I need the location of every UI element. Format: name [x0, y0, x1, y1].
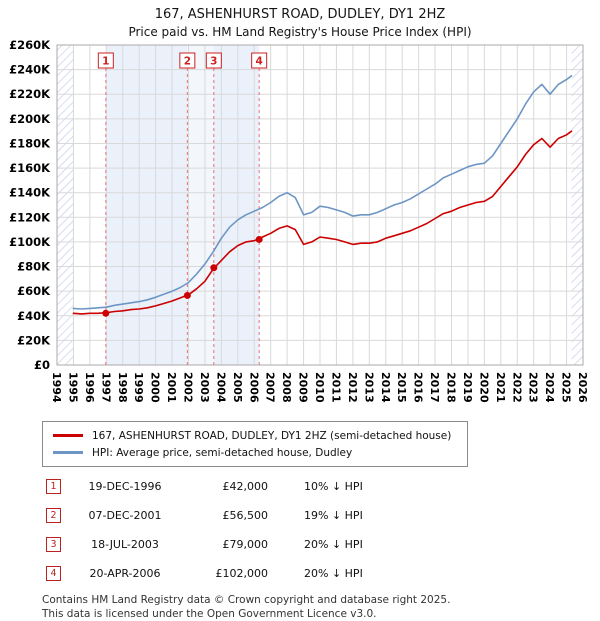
svg-text:2023: 2023	[527, 372, 540, 403]
svg-text:£0: £0	[34, 358, 50, 372]
svg-text:2007: 2007	[264, 372, 277, 403]
sale-hpi-delta: 10% ↓ HPI	[304, 480, 363, 493]
svg-text:1999: 1999	[132, 372, 145, 403]
svg-text:£160K: £160K	[9, 161, 51, 175]
svg-text:2010: 2010	[313, 372, 326, 403]
svg-text:£140K: £140K	[9, 186, 51, 200]
sale-number-badge: 3	[46, 537, 61, 552]
sale-price: £42,000	[222, 480, 269, 493]
svg-text:2002: 2002	[182, 372, 195, 403]
sale-number-badge: 4	[46, 566, 61, 581]
table-row: 2 07-DEC-2001 £56,500 19% ↓ HPI	[46, 506, 600, 525]
sale-date: 18-JUL-2003	[91, 538, 159, 551]
svg-text:1996: 1996	[83, 372, 96, 403]
sale-price: £102,000	[215, 567, 269, 580]
sale-price: £56,500	[222, 509, 269, 522]
page-subtitle: Price paid vs. HM Land Registry's House …	[128, 25, 472, 39]
page-title: 167, ASHENHURST ROAD, DUDLEY, DY1 2HZ	[154, 7, 446, 22]
svg-text:2000: 2000	[149, 372, 162, 403]
svg-text:£240K: £240K	[9, 63, 51, 77]
sale-date: 19-DEC-1996	[88, 480, 162, 493]
legend-label-property: 167, ASHENHURST ROAD, DUDLEY, DY1 2HZ (s…	[92, 429, 452, 442]
svg-text:2014: 2014	[379, 372, 392, 403]
transaction-table: 1 19-DEC-1996 £42,000 10% ↓ HPI 2 07-DEC…	[46, 477, 600, 583]
svg-text:2011: 2011	[329, 372, 342, 403]
svg-text:2005: 2005	[231, 372, 244, 403]
sale-number-badge: 1	[46, 479, 61, 494]
license-footer: Contains HM Land Registry data © Crown c…	[42, 593, 600, 621]
sale-hpi-delta: 19% ↓ HPI	[304, 509, 363, 522]
svg-text:2024: 2024	[543, 372, 556, 403]
svg-text:4: 4	[256, 56, 263, 68]
svg-text:2016: 2016	[412, 372, 425, 403]
svg-text:2021: 2021	[494, 372, 507, 403]
svg-text:1995: 1995	[66, 372, 79, 403]
svg-text:£20K: £20K	[17, 333, 51, 347]
svg-text:£220K: £220K	[9, 87, 51, 101]
price-chart: £0 £20K £40K £60K £80K £100K £120K £140K £160K £1…	[9, 39, 589, 403]
legend-row-property: 167, ASHENHURST ROAD, DUDLEY, DY1 2HZ (s…	[51, 427, 459, 444]
svg-text:£100K: £100K	[9, 235, 51, 249]
table-row: 4 20-APR-2006 £102,000 20% ↓ HPI	[46, 564, 600, 583]
table-row: 1 19-DEC-1996 £42,000 10% ↓ HPI	[46, 477, 600, 496]
property-line-swatch	[53, 434, 83, 437]
footer-line-1: Contains HM Land Registry data © Crown c…	[42, 594, 451, 606]
footer-line-2: This data is licensed under the Open Gov…	[42, 608, 377, 621]
svg-text:2013: 2013	[362, 372, 375, 403]
table-row: 3 18-JUL-2003 £79,000 20% ↓ HPI	[46, 535, 600, 554]
svg-text:2009: 2009	[297, 372, 310, 403]
sale-number-badge: 2	[46, 508, 61, 523]
svg-text:2019: 2019	[461, 372, 474, 403]
legend-label-hpi: HPI: Average price, semi-detached house,…	[92, 446, 353, 459]
sale-hpi-delta: 20% ↓ HPI	[304, 538, 363, 551]
svg-text:1998: 1998	[116, 372, 129, 403]
svg-text:£40K: £40K	[17, 309, 51, 323]
sale-date: 20-APR-2006	[89, 567, 161, 580]
svg-text:2025: 2025	[560, 372, 573, 403]
svg-text:2001: 2001	[165, 372, 178, 403]
svg-text:2006: 2006	[247, 372, 260, 403]
svg-text:3: 3	[210, 56, 217, 68]
svg-text:2: 2	[184, 56, 191, 68]
svg-text:2017: 2017	[428, 372, 441, 403]
svg-text:£120K: £120K	[9, 210, 51, 224]
chart-legend: 167, ASHENHURST ROAD, DUDLEY, DY1 2HZ (s…	[42, 421, 468, 467]
svg-text:2012: 2012	[346, 372, 359, 403]
svg-text:2008: 2008	[280, 372, 293, 403]
svg-text:1997: 1997	[99, 372, 112, 403]
svg-text:2015: 2015	[395, 372, 408, 403]
hpi-line-swatch	[53, 451, 83, 454]
svg-text:1994: 1994	[50, 372, 63, 403]
svg-text:£60K: £60K	[17, 284, 51, 298]
sale-hpi-delta: 20% ↓ HPI	[304, 567, 363, 580]
svg-text:£260K: £260K	[9, 39, 51, 52]
svg-text:2004: 2004	[214, 372, 227, 403]
svg-text:£200K: £200K	[9, 112, 51, 126]
svg-text:1: 1	[102, 56, 109, 68]
svg-text:£80K: £80K	[17, 260, 51, 274]
svg-text:2018: 2018	[445, 372, 458, 403]
svg-text:2026: 2026	[576, 372, 589, 403]
sale-date: 07-DEC-2001	[88, 509, 162, 522]
svg-text:2020: 2020	[477, 372, 490, 403]
svg-text:2022: 2022	[510, 372, 523, 403]
svg-text:£180K: £180K	[9, 136, 51, 150]
svg-text:2003: 2003	[198, 372, 211, 403]
sale-price: £79,000	[222, 538, 269, 551]
legend-row-hpi: HPI: Average price, semi-detached house,…	[51, 444, 459, 461]
